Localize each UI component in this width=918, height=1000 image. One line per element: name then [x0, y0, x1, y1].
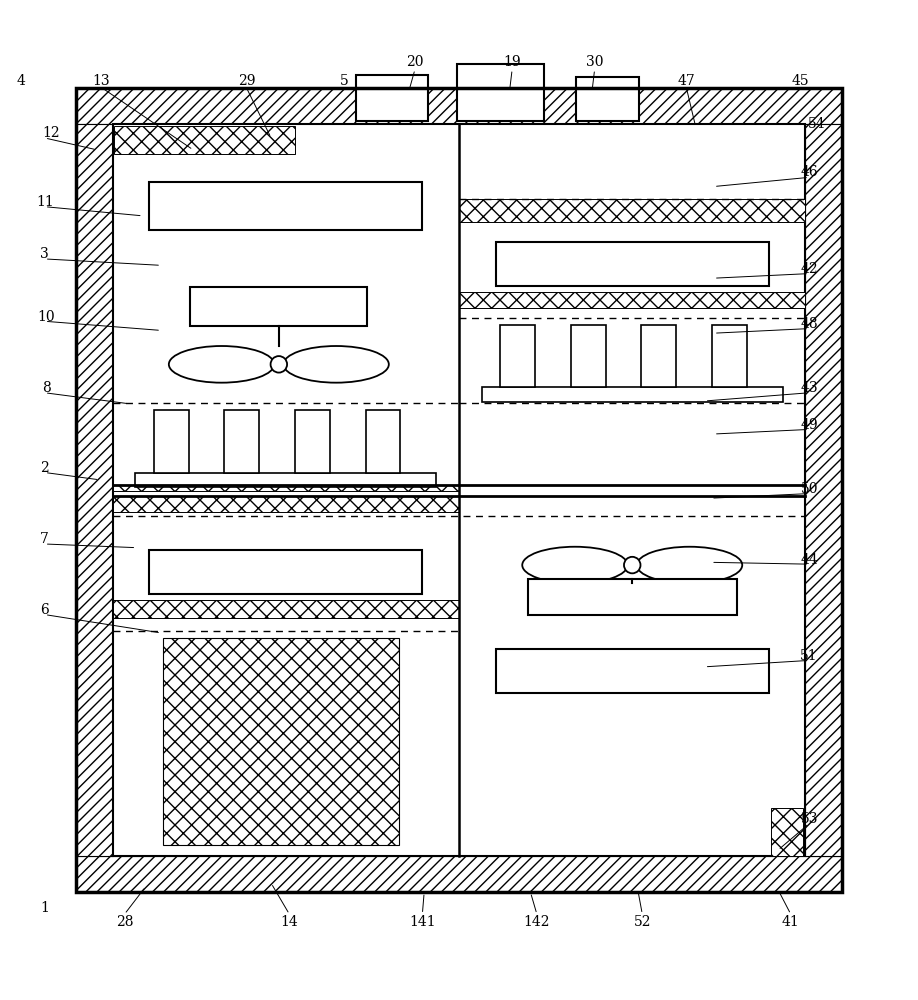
Bar	[150, 550, 422, 594]
Bar	[459, 292, 805, 308]
Ellipse shape	[624, 557, 641, 573]
Text: 11: 11	[36, 195, 53, 209]
Text: 47: 47	[677, 74, 695, 88]
Ellipse shape	[284, 346, 389, 383]
Text: 7: 7	[40, 532, 50, 546]
Bar	[76, 88, 842, 124]
Bar	[356, 75, 428, 121]
Bar	[76, 856, 842, 892]
Bar	[457, 64, 544, 121]
Bar	[113, 124, 805, 856]
Text: 29: 29	[238, 74, 255, 88]
Ellipse shape	[169, 346, 274, 383]
Ellipse shape	[271, 356, 287, 373]
Text: 6: 6	[40, 603, 49, 617]
Text: 30: 30	[586, 55, 603, 69]
Bar	[154, 410, 188, 473]
Text: 141: 141	[409, 915, 436, 929]
Text: 10: 10	[38, 310, 55, 324]
Text: 12: 12	[42, 126, 60, 140]
Bar	[136, 473, 436, 487]
Bar	[162, 638, 398, 845]
Bar	[577, 77, 639, 121]
Text: 52: 52	[633, 915, 651, 929]
Text: 8: 8	[42, 381, 50, 395]
Text: 14: 14	[281, 915, 298, 929]
Text: 53: 53	[800, 812, 818, 826]
Bar	[459, 199, 805, 222]
Bar	[805, 124, 842, 856]
Ellipse shape	[522, 547, 628, 583]
Bar	[224, 410, 259, 473]
Text: 4: 4	[17, 74, 26, 88]
Text: 41: 41	[782, 915, 800, 929]
Text: 48: 48	[800, 317, 818, 331]
Text: 44: 44	[800, 553, 818, 567]
Text: 50: 50	[800, 482, 818, 496]
Text: 49: 49	[800, 418, 818, 432]
Bar	[528, 579, 737, 615]
Text: 19: 19	[503, 55, 521, 69]
Text: 54: 54	[808, 117, 825, 131]
Bar	[642, 325, 677, 387]
Bar	[295, 410, 330, 473]
Text: 1: 1	[40, 901, 50, 915]
Bar	[496, 649, 768, 693]
Bar	[571, 325, 606, 387]
Ellipse shape	[637, 547, 743, 583]
Bar	[113, 485, 459, 491]
Text: 46: 46	[800, 165, 818, 179]
Bar	[115, 126, 295, 154]
Text: 45: 45	[791, 74, 809, 88]
Bar	[770, 808, 802, 856]
Bar	[500, 325, 535, 387]
Text: 142: 142	[523, 915, 550, 929]
Text: 3: 3	[40, 247, 49, 261]
Bar	[365, 410, 400, 473]
Text: 28: 28	[116, 915, 133, 929]
Text: 51: 51	[800, 649, 818, 663]
Bar	[76, 124, 113, 856]
Text: 2: 2	[40, 461, 49, 475]
Bar	[113, 496, 459, 512]
Bar	[496, 242, 768, 286]
Text: 5: 5	[340, 74, 349, 88]
Bar	[482, 387, 782, 402]
Text: 20: 20	[407, 55, 424, 69]
Bar	[113, 600, 459, 618]
Bar	[150, 182, 422, 230]
Text: 13: 13	[93, 74, 110, 88]
Bar	[76, 88, 842, 892]
Bar	[712, 325, 747, 387]
Text: 42: 42	[800, 262, 818, 276]
Bar	[190, 287, 367, 326]
Text: 43: 43	[800, 381, 818, 395]
